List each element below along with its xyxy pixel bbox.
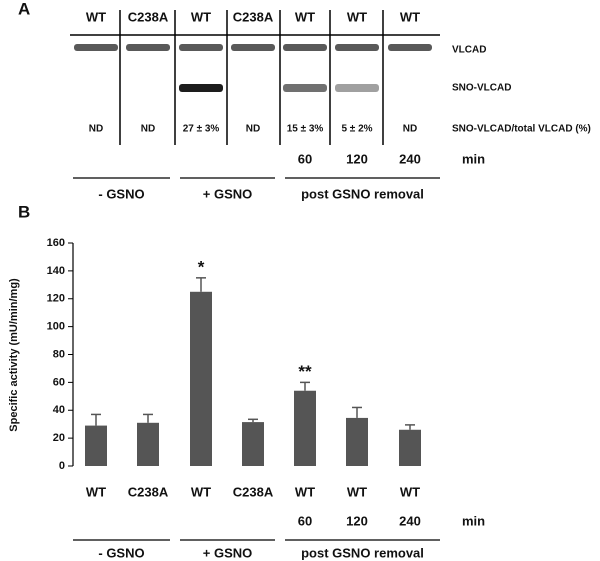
significance-label: * xyxy=(198,257,205,276)
blot-band xyxy=(335,44,379,51)
blot-band xyxy=(179,84,223,92)
bar xyxy=(399,429,421,466)
ratio-label: ND xyxy=(246,124,260,135)
y-tick-label: 120 xyxy=(47,293,65,305)
panel-label: B xyxy=(18,202,30,221)
blot-band xyxy=(231,44,275,51)
time-label: 240 xyxy=(399,513,421,528)
lane-label: WT xyxy=(347,9,367,24)
group-label: post GSNO removal xyxy=(301,545,424,560)
ratio-label: ND xyxy=(403,124,417,135)
bar xyxy=(346,417,368,466)
y-tick-label: 40 xyxy=(53,404,65,416)
y-axis-label: Specific activity (mU/min/mg) xyxy=(8,278,20,432)
x-tick-label: WT xyxy=(86,484,106,499)
bar xyxy=(294,390,316,466)
y-tick-label: 140 xyxy=(47,265,65,277)
ratio-label: 27 ± 3% xyxy=(183,124,220,135)
x-tick-label: C238A xyxy=(128,484,169,499)
bar xyxy=(137,422,159,466)
time-label: 60 xyxy=(298,513,312,528)
y-tick-label: 20 xyxy=(53,432,65,444)
x-tick-label: C238A xyxy=(233,484,274,499)
blot-band xyxy=(179,44,223,51)
x-tick-label: WT xyxy=(295,484,315,499)
bar xyxy=(190,291,212,466)
x-tick-label: WT xyxy=(347,484,367,499)
x-tick-label: WT xyxy=(400,484,420,499)
y-tick-label: 160 xyxy=(47,237,65,249)
lane-label: WT xyxy=(295,9,315,24)
time-label: 120 xyxy=(346,151,368,166)
y-tick-label: 80 xyxy=(53,348,65,360)
lane-label: C238A xyxy=(233,9,274,24)
blot-band xyxy=(126,44,170,51)
ratio-label: 15 ± 3% xyxy=(287,124,324,135)
blot-band xyxy=(74,44,118,51)
panel-label: A xyxy=(18,0,30,18)
time-unit: min xyxy=(462,151,485,166)
lane-label: WT xyxy=(400,9,420,24)
lane-label: WT xyxy=(191,9,211,24)
ratio-label: 5 ± 2% xyxy=(341,124,372,135)
time-label: 240 xyxy=(399,151,421,166)
group-label: - GSNO xyxy=(98,545,144,560)
lane-label: C238A xyxy=(128,9,169,24)
blot-band xyxy=(335,84,379,92)
ratio-title: SNO-VLCAD/total VLCAD (%) xyxy=(452,124,591,135)
x-tick-label: WT xyxy=(191,484,211,499)
time-label: 60 xyxy=(298,151,312,166)
band-label: VLCAD xyxy=(452,45,486,56)
y-tick-label: 100 xyxy=(47,321,65,333)
time-unit: min xyxy=(462,513,485,528)
y-tick-label: 0 xyxy=(59,460,65,472)
ratio-label: ND xyxy=(89,124,103,135)
group-label: + GSNO xyxy=(203,545,253,560)
group-label: post GSNO removal xyxy=(301,186,424,201)
ratio-label: ND xyxy=(141,124,155,135)
blot-band xyxy=(388,44,432,51)
y-tick-label: 60 xyxy=(53,376,65,388)
blot-band xyxy=(283,44,327,51)
blot-band xyxy=(283,84,327,92)
time-label: 120 xyxy=(346,513,368,528)
significance-label: ** xyxy=(298,362,312,381)
bar xyxy=(242,422,264,466)
band-label: SNO-VLCAD xyxy=(452,83,511,94)
bar xyxy=(85,425,107,466)
lane-label: WT xyxy=(86,9,106,24)
group-label: + GSNO xyxy=(203,186,253,201)
group-label: - GSNO xyxy=(98,186,144,201)
